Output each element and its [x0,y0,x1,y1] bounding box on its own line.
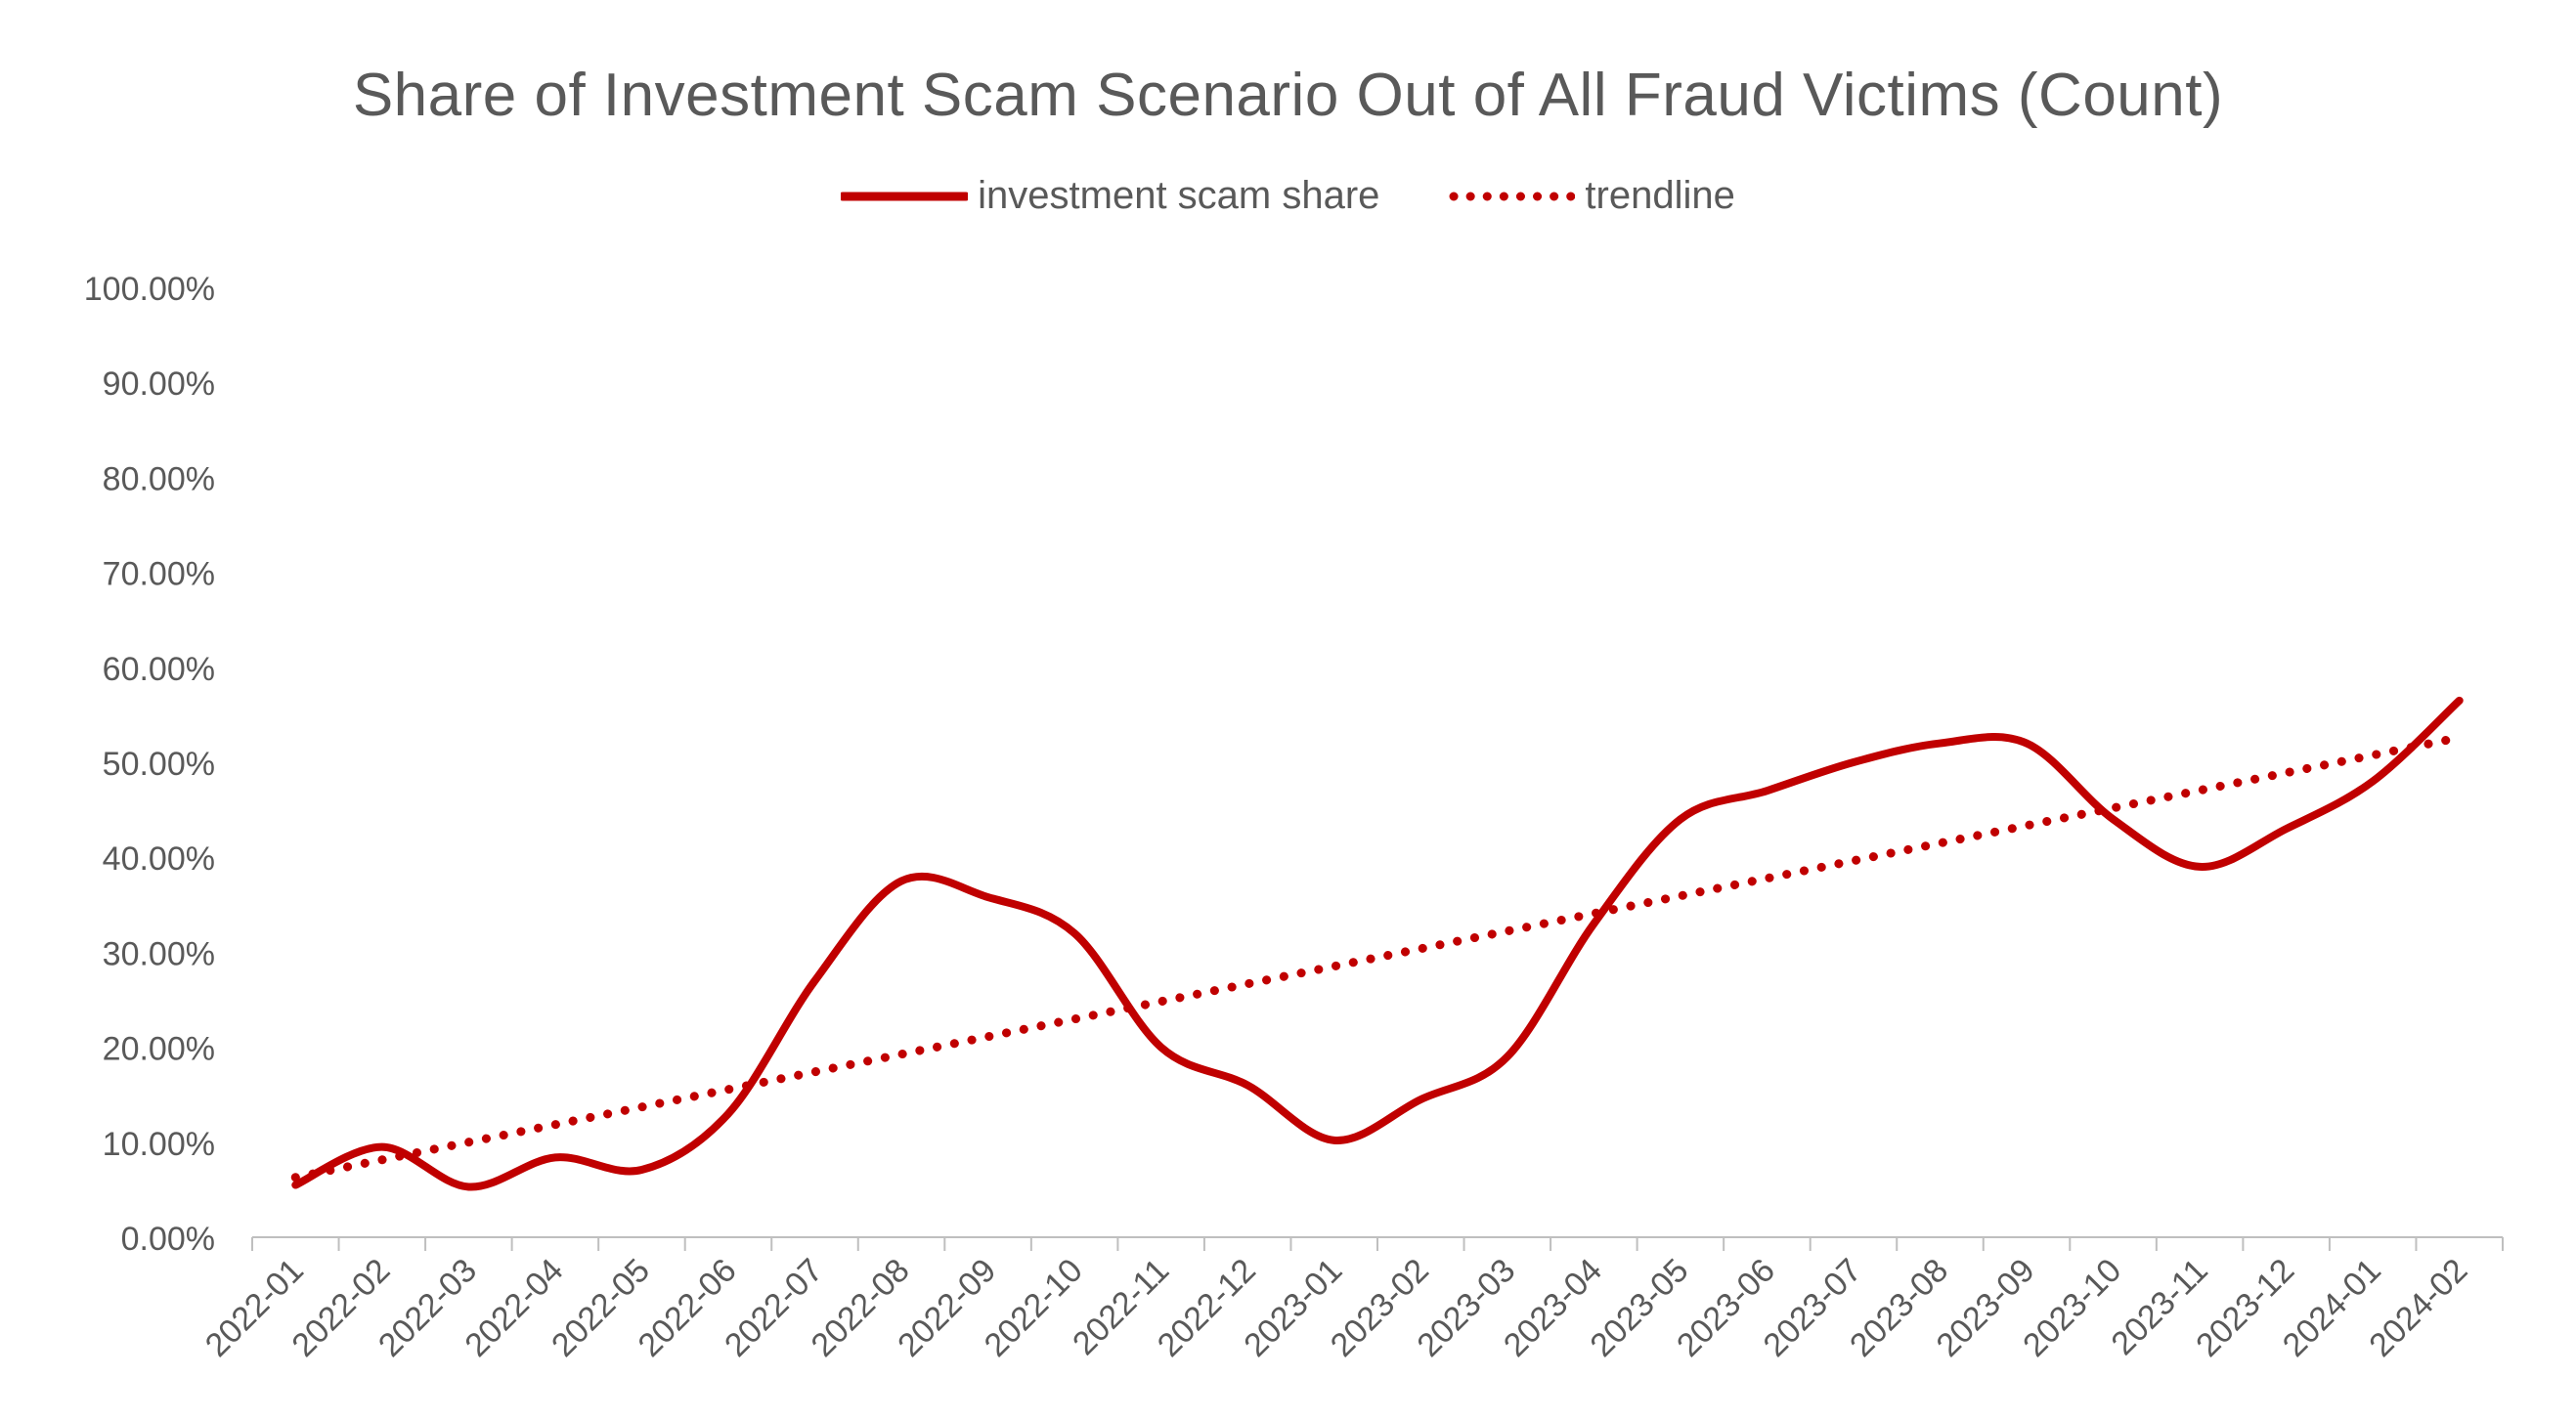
y-tick-label: 30.00% [103,935,215,972]
legend-label-investment-scam-share: investment scam share [978,174,1380,217]
data-point-trendline [379,1156,385,1162]
data-point-trendline [2284,770,2290,776]
data-point-investment-scam-share [1764,788,1769,794]
data-point-trendline [2457,735,2463,741]
y-tick-label: 10.00% [103,1126,215,1163]
legend-item-trendline: trendline [1448,174,1735,218]
data-point-trendline [1764,876,1769,882]
y-tick-label: 0.00% [121,1221,215,1258]
x-axis: 2022-012022-022022-032022-042022-052022-… [198,1236,2504,1364]
data-point-investment-scam-share [2111,816,2117,822]
data-point-investment-scam-share [898,879,904,884]
data-point-investment-scam-share [985,894,991,900]
data-point-investment-scam-share [2457,698,2463,704]
series-line-trendline [290,733,2465,1182]
data-point-investment-scam-share [812,978,818,984]
data-point-trendline [1158,999,1164,1005]
data-point-trendline [2111,805,2117,811]
y-tick-label: 100.00% [84,271,215,308]
data-point-trendline [552,1122,558,1128]
data-point-investment-scam-share [2284,826,2290,832]
data-point-trendline [292,1175,298,1181]
data-point-trendline [985,1034,991,1040]
data-point-investment-scam-share [1071,930,1077,936]
data-point-investment-scam-share [552,1154,558,1160]
y-tick-label: 50.00% [103,746,215,783]
legend-item-investment-scam-share: investment scam share [841,174,1379,218]
data-point-investment-scam-share [1591,921,1596,926]
data-point-trendline [898,1052,904,1057]
y-tick-label: 90.00% [103,366,215,403]
series-group [290,696,2465,1191]
data-point-investment-scam-share [465,1183,471,1189]
data-point-trendline [1851,858,1856,864]
y-tick-label: 60.00% [103,651,215,688]
y-tick-label: 40.00% [103,840,215,878]
data-point-investment-scam-share [2370,778,2376,784]
data-point-trendline [1071,1015,1077,1021]
data-point-trendline [465,1140,471,1145]
y-tick-label: 80.00% [103,460,215,497]
data-point-trendline [2024,823,2030,829]
x-tick-label: 2022-10 [978,1252,1090,1364]
data-point-investment-scam-share [1332,1138,1337,1143]
legend-swatch-solid [841,192,969,200]
data-point-investment-scam-share [638,1167,644,1173]
data-point-trendline [725,1087,731,1093]
data-point-trendline [812,1069,818,1075]
chart-legend: investment scam share trendline [0,174,2576,218]
data-point-investment-scam-share [2024,741,2030,747]
data-point-trendline [1938,840,1943,846]
y-axis: 0.00% 10.00% 20.00% 30.00% 40.00% 50.00% 60.00… [84,271,215,1258]
legend-label-trendline: trendline [1585,174,1735,217]
data-point-investment-scam-share [1158,1045,1164,1051]
data-point-investment-scam-share [725,1111,731,1117]
data-point-investment-scam-share [292,1182,298,1188]
x-tick-label: 2023-10 [2016,1252,2128,1364]
y-tick-label: 70.00% [103,556,215,593]
data-point-trendline [638,1104,644,1110]
data-point-investment-scam-share [1418,1096,1423,1102]
y-tick-label: 20.00% [103,1031,215,1068]
data-point-trendline [1678,893,1683,899]
data-point-trendline [1418,946,1423,952]
data-point-investment-scam-share [1244,1082,1250,1088]
chart-title: Share of Investment Scam Scenario Out of… [352,62,2224,129]
data-point-trendline [1244,980,1250,986]
data-point-investment-scam-share [1505,1054,1510,1059]
series-line-investment-scam-share [291,696,2464,1191]
legend-swatch-dotted [1449,192,1576,200]
x-tick-label: 2024-02 [2362,1252,2474,1364]
data-point-trendline [1505,928,1510,934]
data-point-trendline [2370,752,2376,757]
data-point-investment-scam-share [1678,816,1683,822]
data-point-investment-scam-share [2197,864,2203,870]
data-point-investment-scam-share [379,1144,385,1150]
data-point-trendline [1332,964,1337,969]
data-point-trendline [2197,788,2203,794]
data-point-investment-scam-share [1938,741,1943,747]
data-point-investment-scam-share [1851,759,1856,765]
